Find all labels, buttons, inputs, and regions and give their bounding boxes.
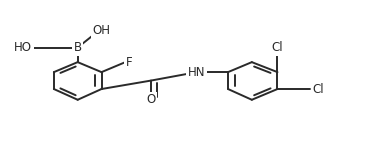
- Text: HN: HN: [188, 66, 206, 79]
- Text: Cl: Cl: [312, 82, 324, 95]
- Text: OH: OH: [92, 24, 110, 37]
- Text: Cl: Cl: [272, 41, 283, 54]
- Text: B: B: [74, 41, 82, 54]
- Text: O: O: [146, 93, 156, 106]
- Text: HO: HO: [14, 41, 32, 54]
- Text: F: F: [126, 56, 132, 69]
